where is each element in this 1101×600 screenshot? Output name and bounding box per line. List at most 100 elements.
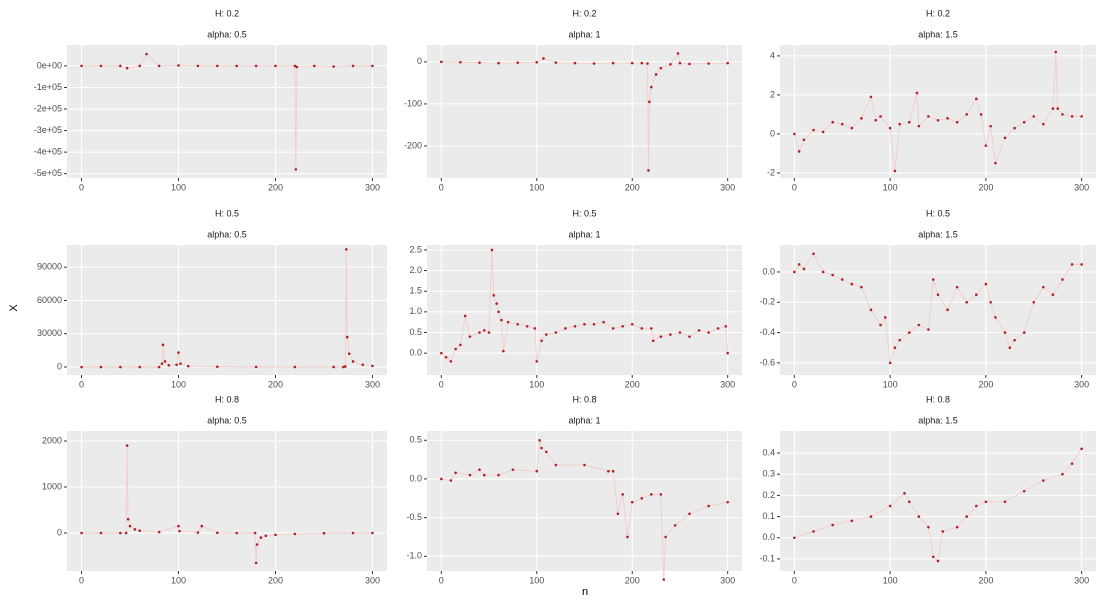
- data-point: [915, 91, 919, 95]
- data-point: [540, 446, 543, 450]
- x-tick-label: 100: [171, 379, 186, 389]
- data-point: [975, 504, 978, 508]
- facet-panel: H: 0.2 alpha: 1.5 -2 0 2 4 0 100 200 300: [767, 8, 1096, 192]
- data-point: [449, 479, 453, 482]
- data-point: [516, 61, 519, 64]
- x-tick-label: 0: [439, 379, 444, 389]
- data-point: [946, 308, 949, 312]
- data-point: [80, 531, 83, 535]
- data-point: [821, 270, 825, 274]
- x-tick-label: 200: [625, 575, 640, 585]
- data-point: [177, 524, 180, 528]
- data-point: [125, 66, 129, 70]
- data-point: [994, 316, 997, 319]
- facet-panel: H: 0.5 alpha: 0.5 0 30000 60000 90000 0 100 200 3…: [37, 208, 387, 389]
- data-point: [145, 52, 148, 56]
- data-point: [490, 248, 494, 252]
- facet-subtitle: alpha: 1: [568, 415, 600, 425]
- x-tick-label: 200: [625, 182, 640, 192]
- y-tick-label: 0.0: [762, 532, 775, 542]
- data-point: [955, 525, 959, 529]
- facet-subtitle: alpha: 0.5: [207, 415, 247, 425]
- data-point: [216, 365, 219, 369]
- data-point: [371, 364, 374, 368]
- data-point: [831, 120, 834, 124]
- data-point: [989, 124, 992, 128]
- data-point: [80, 365, 83, 369]
- data-point: [984, 144, 988, 147]
- data-point: [726, 351, 729, 355]
- x-tick-label: 300: [365, 379, 380, 389]
- data-point: [621, 325, 624, 328]
- x-tick-label: 100: [529, 182, 544, 192]
- data-point: [1056, 107, 1059, 110]
- data-point: [611, 327, 615, 330]
- data-point: [506, 320, 510, 324]
- data-point: [177, 64, 180, 67]
- data-point: [975, 293, 978, 296]
- data-point: [669, 63, 672, 66]
- data-point: [941, 530, 945, 533]
- data-point: [1022, 120, 1026, 124]
- data-point: [161, 343, 165, 347]
- data-point: [850, 126, 854, 130]
- data-point: [167, 364, 171, 367]
- data-point: [1013, 338, 1016, 342]
- data-point: [545, 450, 548, 454]
- data-point: [478, 331, 481, 334]
- data-point: [640, 61, 644, 65]
- data-point: [1061, 113, 1064, 116]
- facet-title: H: 0.2: [572, 8, 596, 18]
- data-point: [332, 365, 335, 369]
- data-point: [449, 360, 453, 363]
- y-tick-label: 0.0: [409, 473, 422, 483]
- data-point: [293, 365, 297, 369]
- data-point: [344, 365, 347, 368]
- data-point: [840, 278, 844, 281]
- data-point: [650, 327, 653, 330]
- facet-subtitle: alpha: 1: [568, 229, 600, 239]
- data-point: [659, 66, 663, 70]
- facet-subtitle: alpha: 0.5: [207, 229, 247, 239]
- data-point: [611, 61, 615, 65]
- data-point: [540, 339, 543, 343]
- panel-background: [427, 431, 742, 571]
- x-tick-label: 200: [268, 575, 283, 585]
- data-point: [602, 320, 605, 324]
- data-point: [554, 331, 558, 334]
- y-tick-label: -2e+05: [34, 103, 62, 113]
- data-point: [1042, 479, 1045, 482]
- data-point: [979, 113, 983, 116]
- data-point: [274, 533, 277, 537]
- y-tick-label: -1e+05: [34, 82, 62, 92]
- data-point: [611, 469, 615, 473]
- data-point: [1070, 462, 1074, 465]
- data-point: [630, 61, 634, 65]
- x-tick-label: 200: [978, 379, 993, 389]
- data-point: [573, 325, 577, 328]
- data-point: [869, 308, 873, 312]
- x-tick-label: 0: [792, 575, 797, 585]
- data-point: [573, 61, 577, 65]
- data-point: [1003, 136, 1007, 140]
- data-point: [592, 62, 596, 65]
- data-point: [1061, 278, 1064, 281]
- y-tick-label: 2.5: [409, 244, 422, 254]
- data-point: [664, 535, 667, 539]
- data-point: [797, 263, 801, 266]
- data-point: [538, 438, 541, 442]
- facet-subtitle: alpha: 1.5: [918, 229, 958, 239]
- data-point: [351, 64, 355, 68]
- data-point: [888, 361, 892, 365]
- facet-subtitle: alpha: 1.5: [918, 29, 958, 39]
- data-point: [879, 323, 882, 327]
- data-point: [535, 469, 539, 473]
- data-point: [955, 285, 959, 289]
- data-point: [468, 473, 472, 477]
- data-point: [630, 322, 634, 326]
- x-tick-label: 0: [439, 575, 444, 585]
- data-point: [157, 64, 161, 68]
- data-point: [650, 493, 653, 496]
- data-point: [564, 327, 567, 330]
- data-point: [903, 491, 906, 495]
